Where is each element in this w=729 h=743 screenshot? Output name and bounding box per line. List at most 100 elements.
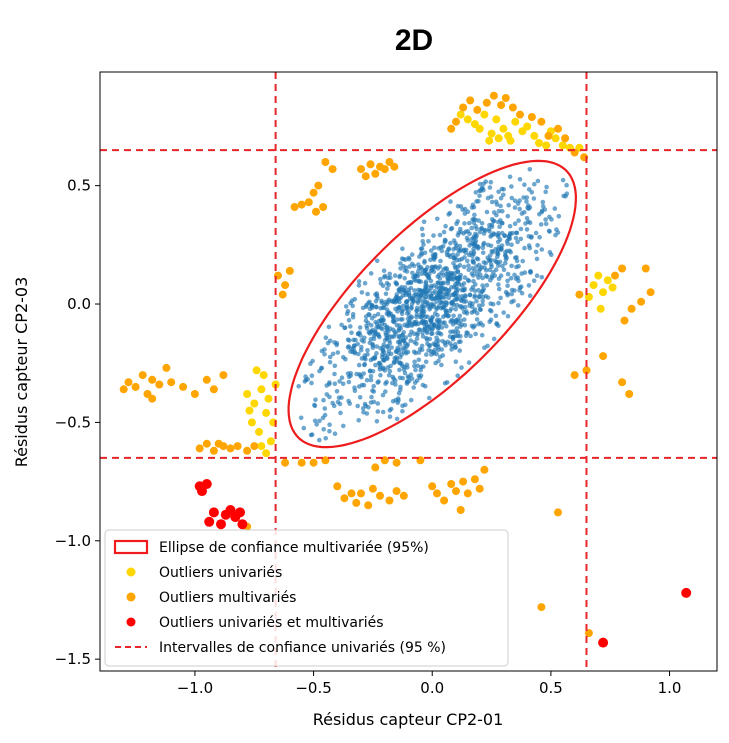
residual-point <box>398 317 404 322</box>
residual-point <box>501 192 506 198</box>
residual-point <box>544 184 549 190</box>
outlier-point <box>385 496 394 505</box>
residual-point <box>392 273 398 278</box>
residual-point <box>380 392 386 398</box>
outlier-point <box>216 519 226 530</box>
residual-point <box>474 256 480 261</box>
residual-point <box>388 363 393 369</box>
outlier-point <box>599 288 608 297</box>
residual-point <box>421 364 426 369</box>
residual-point <box>501 187 507 192</box>
residual-point <box>425 324 431 329</box>
outlier-point <box>264 394 273 403</box>
residual-point <box>390 318 396 324</box>
residual-point <box>523 221 528 226</box>
residual-point <box>476 287 481 293</box>
outlier-point <box>537 603 546 612</box>
outlier-point <box>627 304 636 313</box>
residual-point <box>341 423 346 429</box>
outlier-point <box>209 385 218 394</box>
residual-point <box>432 347 438 353</box>
residual-point <box>411 385 417 390</box>
residual-point <box>397 375 403 381</box>
outlier-point <box>589 281 598 290</box>
residual-point <box>524 227 530 232</box>
residual-point <box>432 245 437 250</box>
outlier-point <box>433 489 441 498</box>
outlier-point <box>463 489 472 498</box>
residual-point <box>458 247 463 252</box>
residual-point <box>455 264 461 270</box>
outlier-point <box>297 458 306 467</box>
outlier-point <box>225 505 236 515</box>
residual-point <box>511 298 516 304</box>
outlier-point <box>501 94 510 102</box>
residual-point <box>343 356 348 362</box>
residual-point <box>416 269 421 274</box>
residual-point <box>453 359 459 365</box>
outlier-point <box>646 288 655 297</box>
residual-point <box>322 412 328 418</box>
residual-point <box>393 378 398 383</box>
residual-point <box>442 380 448 386</box>
residual-point <box>452 329 458 335</box>
residual-point <box>505 291 510 296</box>
residual-point <box>445 339 450 345</box>
outlier-point <box>582 366 591 375</box>
residual-point <box>497 259 503 265</box>
residual-point <box>481 181 486 187</box>
residual-point <box>457 243 463 249</box>
residual-point <box>421 242 426 247</box>
residual-point <box>460 207 465 212</box>
outlier-point <box>309 458 318 467</box>
residual-point <box>446 313 451 319</box>
outlier-point <box>259 371 268 380</box>
residual-point <box>494 212 499 218</box>
outlier-point <box>482 98 491 107</box>
residual-point <box>369 322 374 328</box>
residual-point <box>434 295 439 300</box>
residual-point <box>489 199 495 205</box>
residual-point <box>439 248 445 254</box>
residual-point <box>454 258 460 263</box>
residual-point <box>374 325 379 330</box>
residual-point <box>356 283 362 288</box>
residual-point <box>393 382 398 387</box>
residual-point <box>380 326 385 332</box>
residual-point <box>473 231 478 237</box>
residual-point <box>443 300 449 305</box>
outlier-point <box>535 139 543 147</box>
residual-point <box>460 294 465 299</box>
outlier-point <box>162 363 171 372</box>
residual-point <box>526 187 532 192</box>
residual-point <box>462 211 468 216</box>
residual-point <box>420 334 426 339</box>
residual-point <box>364 377 370 383</box>
outlier-point <box>475 484 484 493</box>
outlier-point <box>285 266 294 275</box>
residual-point <box>382 302 387 308</box>
residual-point <box>364 325 370 331</box>
outlier-point <box>554 508 562 517</box>
residual-point <box>439 347 445 352</box>
residual-point <box>412 277 417 282</box>
residual-point <box>421 219 427 225</box>
residual-point <box>412 292 417 298</box>
residual-point <box>509 291 514 297</box>
residual-point <box>489 308 494 314</box>
residual-point <box>399 309 405 314</box>
residual-point <box>323 436 329 441</box>
residual-point <box>440 305 446 311</box>
residual-point <box>378 276 383 282</box>
residual-point <box>402 322 407 328</box>
residual-point <box>332 381 338 387</box>
residual-point <box>535 243 540 248</box>
residual-point <box>444 271 449 277</box>
outlier-point <box>603 276 612 285</box>
residual-point <box>374 291 380 296</box>
residual-point <box>397 367 402 373</box>
residual-point <box>498 295 503 301</box>
outlier-point <box>195 444 204 453</box>
residual-point <box>539 209 544 215</box>
residual-point <box>409 306 414 311</box>
